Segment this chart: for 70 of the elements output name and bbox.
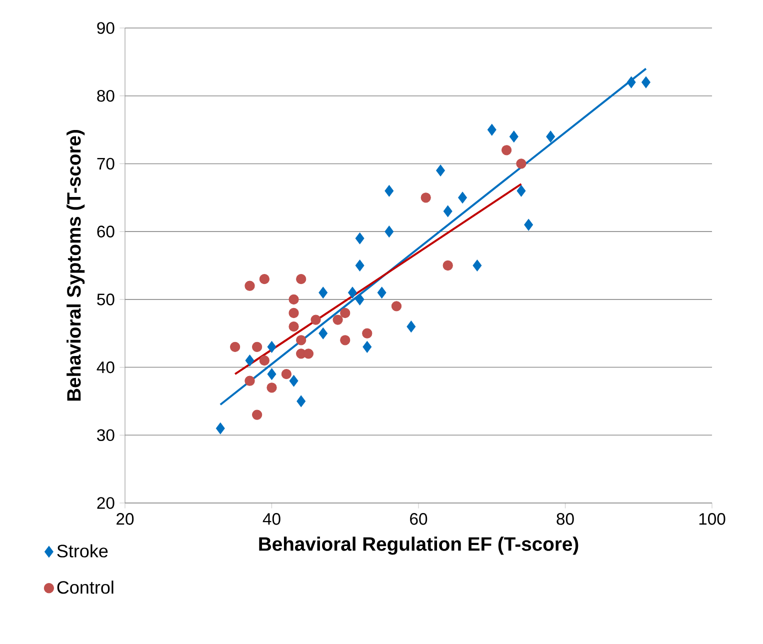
legend-label: Control	[57, 580, 114, 594]
y-tick-label: 90	[97, 22, 114, 34]
point	[244, 280, 255, 291]
point	[355, 232, 364, 244]
point	[406, 320, 416, 332]
point	[443, 205, 452, 218]
point	[288, 294, 299, 304]
y-tick-label: 20	[97, 497, 114, 509]
y-tick-label: 70	[97, 158, 114, 170]
point	[384, 226, 394, 238]
point	[252, 410, 262, 420]
point	[472, 260, 482, 272]
point	[281, 369, 292, 380]
point	[310, 314, 321, 325]
point	[355, 260, 364, 272]
point	[266, 382, 277, 393]
point	[288, 322, 299, 332]
point	[442, 260, 453, 271]
point	[641, 76, 650, 88]
point	[362, 341, 372, 353]
point	[340, 335, 350, 346]
legend-label: Stroke	[57, 544, 108, 558]
point	[245, 354, 254, 366]
point	[216, 422, 225, 434]
x-tick-label: 20	[116, 513, 134, 525]
point	[296, 335, 306, 346]
point	[501, 145, 512, 156]
x-tick-label: 60	[410, 513, 428, 525]
point	[626, 76, 636, 88]
x-tick-label: 80	[556, 513, 574, 525]
point	[244, 376, 255, 386]
y-axis-title: Behavioral Syptoms (T-score)	[66, 130, 85, 401]
point	[516, 184, 526, 197]
x-tick-label: 100	[699, 513, 726, 525]
y-tick-label: 60	[97, 226, 114, 238]
point	[355, 294, 364, 306]
point	[259, 355, 270, 366]
point	[259, 274, 270, 284]
x-axis-title: Behavioral Regulation EF (T-score)	[259, 536, 578, 555]
point	[332, 314, 343, 325]
y-tick-label: 50	[97, 294, 114, 306]
point	[348, 286, 357, 299]
point	[289, 374, 298, 387]
y-tick-label: 40	[96, 361, 114, 374]
point	[516, 158, 526, 169]
point	[288, 308, 299, 318]
point	[509, 130, 518, 142]
point	[230, 342, 240, 352]
point	[362, 328, 372, 338]
point	[487, 124, 496, 136]
point	[296, 274, 306, 284]
y-tick-label: 30	[97, 429, 114, 442]
point	[391, 301, 402, 312]
point	[340, 308, 350, 318]
point	[267, 341, 276, 353]
point	[318, 286, 328, 299]
x-tick-label: 40	[262, 513, 280, 525]
point	[318, 327, 328, 340]
point	[458, 192, 467, 204]
point	[296, 395, 306, 408]
point	[420, 192, 431, 203]
point	[546, 130, 556, 142]
y-tick-label: 80	[97, 90, 114, 102]
point	[384, 184, 394, 197]
point	[303, 348, 314, 359]
point	[252, 342, 262, 352]
point	[524, 218, 534, 231]
point	[377, 286, 386, 299]
point	[436, 164, 445, 176]
point	[267, 368, 276, 380]
